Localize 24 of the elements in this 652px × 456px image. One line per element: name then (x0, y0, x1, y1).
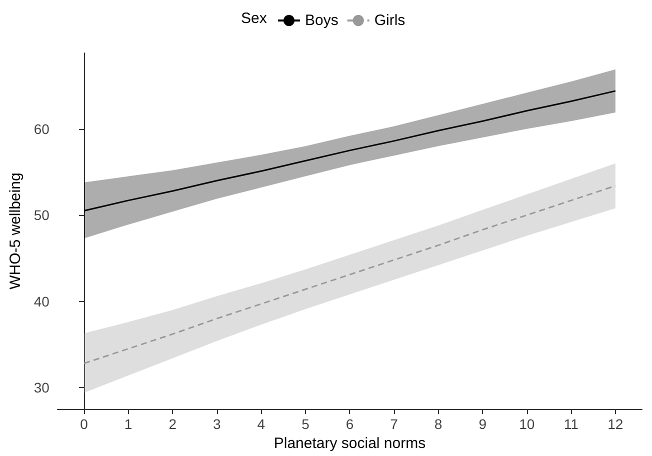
x-tick-label: 0 (80, 416, 88, 432)
x-axis-title: Planetary social norms (274, 435, 426, 452)
x-tick-label: 7 (390, 416, 398, 432)
x-tick-label: 6 (346, 416, 354, 432)
legend-title: Sex (241, 10, 268, 27)
x-tick-label: 10 (519, 416, 535, 432)
x-tick-label: 4 (257, 416, 266, 432)
legend-label: Girls (374, 12, 406, 29)
x-tick-label: 9 (478, 416, 487, 432)
x-tick-label: 11 (564, 416, 579, 432)
y-tick-label: 40 (34, 293, 50, 310)
line-series (83, 185, 616, 364)
y-tick-label: 50 (34, 207, 50, 224)
x-tick-label: 5 (302, 416, 310, 432)
x-tick-label: 1 (124, 416, 132, 432)
x-tick-label: 12 (608, 416, 624, 432)
x-tick-label: 2 (168, 416, 177, 432)
line-series (83, 90, 616, 212)
x-tick-label: 3 (212, 416, 221, 432)
y-tick-label: 60 (34, 120, 50, 137)
y-tick-label: 30 (34, 380, 50, 396)
x-tick-label: 8 (434, 416, 442, 432)
legend-label: Boys (305, 12, 338, 29)
y-axis-title: WHO-5 wellbeing (7, 172, 24, 290)
